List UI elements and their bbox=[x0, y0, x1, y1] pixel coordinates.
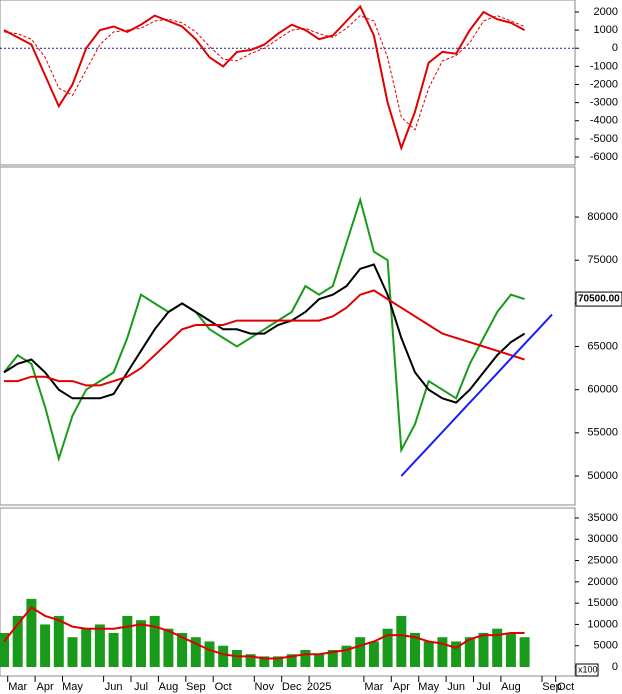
series-line bbox=[4, 289, 525, 387]
y-tick-label: -1000 bbox=[590, 60, 618, 72]
x-tick-label: Oct bbox=[215, 681, 232, 693]
volume-bar bbox=[149, 615, 160, 668]
volume-bar bbox=[245, 654, 256, 668]
volume-bar bbox=[464, 637, 475, 668]
x-tick-label: May bbox=[418, 681, 439, 693]
y-tick-label: 20000 bbox=[587, 576, 618, 588]
y-tick-label: 60000 bbox=[587, 384, 618, 396]
x-tick-label: Mar bbox=[8, 681, 27, 693]
y-tick-label: 30000 bbox=[587, 533, 618, 545]
volume-bar bbox=[437, 637, 448, 668]
volume-bar bbox=[26, 598, 37, 668]
volume-bar bbox=[190, 637, 201, 668]
x-tick-label: Apr bbox=[37, 681, 54, 693]
x-tick-label: May bbox=[62, 681, 83, 693]
series-line bbox=[3, 606, 525, 660]
volume-bar bbox=[94, 624, 105, 668]
y-tick-label: -5000 bbox=[590, 133, 618, 145]
volume-bar bbox=[451, 641, 462, 668]
volume-bar bbox=[12, 615, 23, 668]
volume-bar bbox=[108, 632, 119, 668]
unit-box bbox=[575, 663, 599, 677]
volume-bar bbox=[0, 632, 9, 668]
panel-frame bbox=[0, 166, 576, 506]
volume-bar bbox=[218, 645, 229, 668]
series-line bbox=[3, 263, 526, 404]
volume-bar bbox=[81, 628, 92, 668]
y-tick-label: 80000 bbox=[587, 211, 618, 223]
volume-bar bbox=[396, 615, 407, 668]
volume-bar bbox=[505, 632, 516, 668]
series-line bbox=[3, 15, 525, 131]
price-tag bbox=[575, 291, 622, 307]
price-tag-label: 70500.00 bbox=[578, 294, 620, 305]
series-line bbox=[3, 196, 525, 463]
volume-bar bbox=[136, 620, 146, 668]
x-tick-label: Sep bbox=[186, 681, 206, 693]
y-tick-label: 2000 bbox=[594, 6, 618, 18]
volume-bar bbox=[410, 632, 420, 668]
y-tick-label: -4000 bbox=[590, 115, 618, 127]
volume-bar bbox=[67, 637, 78, 668]
volume-bar bbox=[286, 654, 297, 668]
y-tick-label: -6000 bbox=[590, 151, 618, 163]
series-line bbox=[3, 4, 526, 152]
x-tick-label: Aug bbox=[501, 681, 521, 693]
panel-frame bbox=[0, 0, 576, 166]
x-tick-label: Jul bbox=[476, 681, 490, 693]
volume-bar bbox=[163, 628, 174, 668]
volume-bar bbox=[273, 656, 283, 668]
y-tick-label: 0 bbox=[612, 661, 618, 673]
y-tick-label: -2000 bbox=[590, 78, 618, 90]
y-tick-label: 65000 bbox=[587, 340, 618, 352]
volume-bar bbox=[40, 624, 51, 668]
unit-label: x100 bbox=[578, 664, 598, 674]
x-tick-label: Mar bbox=[364, 681, 383, 693]
y-tick-label: 50000 bbox=[587, 470, 618, 482]
y-tick-label: 0 bbox=[612, 42, 618, 54]
volume-bar bbox=[478, 632, 489, 668]
y-tick-label: 1000 bbox=[594, 24, 618, 36]
x-tick-label: Sep bbox=[542, 681, 562, 693]
volume-bar bbox=[314, 654, 325, 668]
volume-bar bbox=[122, 615, 133, 668]
x-tick-label: Oct bbox=[557, 681, 574, 693]
x-tick-label: Jun bbox=[447, 681, 465, 693]
volume-bar bbox=[327, 649, 338, 668]
volume-bar bbox=[492, 628, 503, 668]
y-tick-label: 10000 bbox=[587, 618, 618, 630]
x-tick-label: Jun bbox=[105, 681, 123, 693]
y-tick-label: -3000 bbox=[590, 97, 618, 109]
x-tick-label: Jul bbox=[134, 681, 148, 693]
x-tick-label: Dec bbox=[282, 681, 302, 693]
volume-bar bbox=[204, 641, 215, 668]
volume-bar bbox=[177, 632, 188, 668]
series-line bbox=[400, 313, 553, 477]
y-tick-label: 55000 bbox=[587, 427, 618, 439]
volume-bar bbox=[341, 645, 352, 668]
volume-bar bbox=[355, 637, 366, 668]
volume-bar bbox=[423, 641, 434, 668]
y-tick-label: 75000 bbox=[587, 254, 618, 266]
volume-bar bbox=[259, 656, 270, 668]
volume-bar bbox=[231, 649, 242, 668]
volume-bar bbox=[519, 637, 530, 668]
y-tick-label: 35000 bbox=[587, 512, 618, 524]
panel-frame bbox=[0, 507, 576, 677]
volume-bar bbox=[300, 649, 311, 668]
volume-bar bbox=[382, 628, 393, 668]
x-tick-label: 2025 bbox=[307, 681, 331, 693]
x-tick-label: Aug bbox=[159, 681, 179, 693]
y-tick-label: 15000 bbox=[587, 597, 618, 609]
volume-bar bbox=[53, 615, 64, 668]
y-tick-label: 25000 bbox=[587, 554, 618, 566]
y-tick-label: 5000 bbox=[594, 640, 618, 652]
x-tick-label: Nov bbox=[255, 681, 275, 693]
volume-bar bbox=[368, 641, 379, 668]
x-tick-label: Apr bbox=[393, 681, 410, 693]
